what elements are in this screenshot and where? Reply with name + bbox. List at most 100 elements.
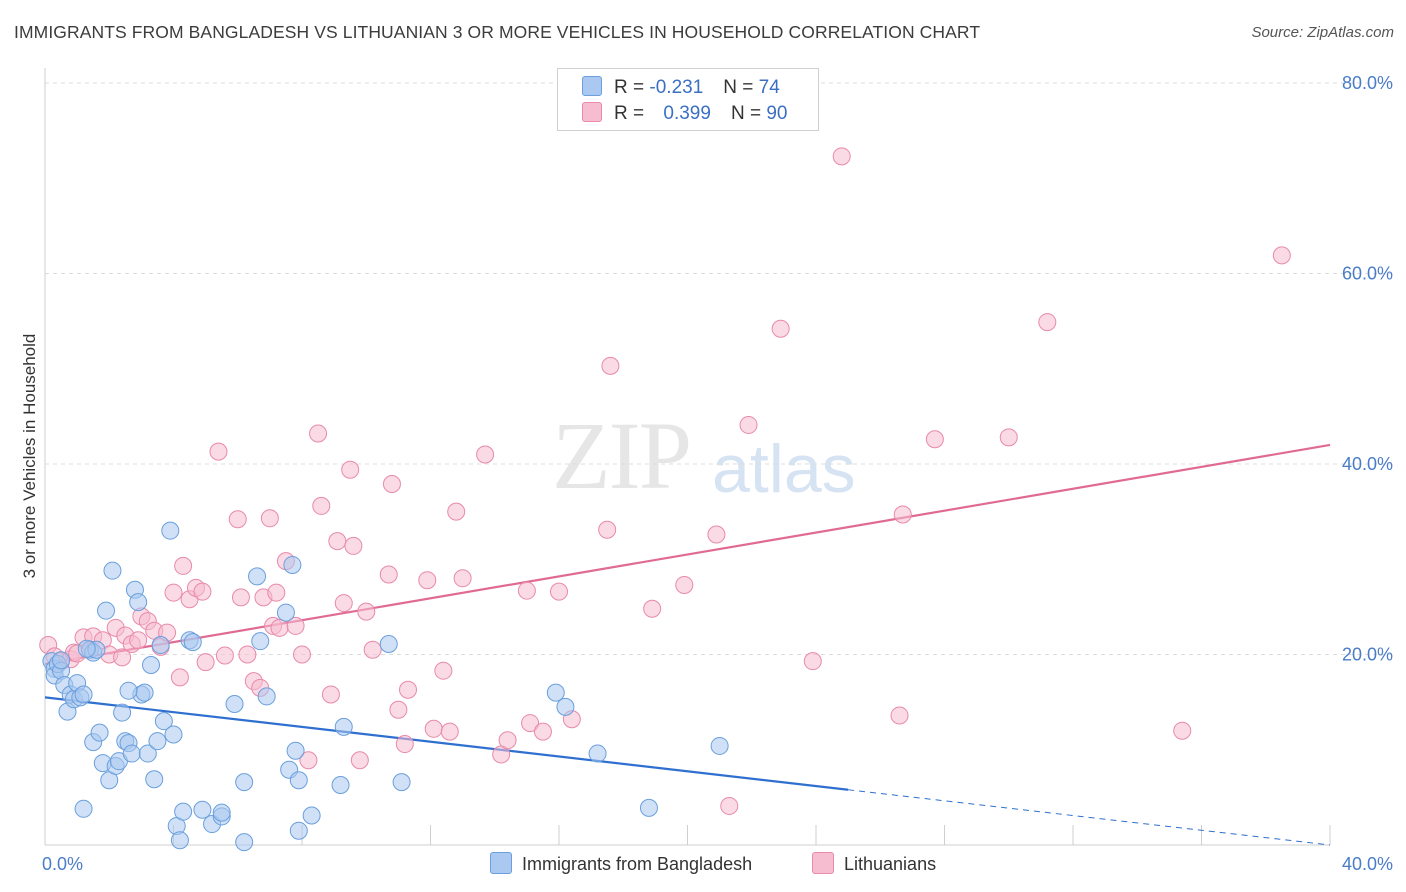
bottom-legend-swatch-pink bbox=[812, 852, 834, 874]
point-lithuanians bbox=[395, 735, 414, 754]
point-lithuanians bbox=[434, 661, 453, 680]
point-bangladesh bbox=[710, 736, 729, 755]
x-tick-label: 0.0% bbox=[42, 854, 83, 874]
point-lithuanians bbox=[643, 599, 662, 618]
point-bangladesh bbox=[283, 555, 302, 574]
point-lithuanians bbox=[228, 510, 247, 529]
point-lithuanians bbox=[925, 430, 944, 449]
point-bangladesh bbox=[138, 744, 157, 763]
point-bangladesh bbox=[77, 639, 96, 658]
point-bangladesh bbox=[183, 633, 202, 652]
axis-labels: 20.0% 40.0% 60.0% 80.0% 0.0% 40.0% 3 or more V… bbox=[20, 73, 1393, 874]
point-lithuanians bbox=[312, 496, 331, 515]
legend-r-value: 0.399 bbox=[663, 103, 711, 124]
point-lithuanians bbox=[803, 652, 822, 671]
point-lithuanians bbox=[707, 525, 726, 544]
point-lithuanians bbox=[999, 428, 1018, 447]
point-bangladesh bbox=[52, 651, 71, 670]
y-tick-label: 20.0% bbox=[1342, 645, 1393, 665]
trend-lines bbox=[44, 443, 1331, 846]
point-bangladesh bbox=[135, 683, 154, 702]
point-lithuanians bbox=[399, 680, 418, 699]
point-lithuanians bbox=[382, 475, 401, 494]
y-tick-label: 80.0% bbox=[1342, 73, 1393, 93]
legend-r-label: R = bbox=[614, 103, 645, 124]
point-lithuanians bbox=[363, 640, 382, 659]
point-lithuanians bbox=[739, 415, 758, 434]
point-lithuanians bbox=[344, 536, 363, 555]
point-bangladesh bbox=[193, 800, 212, 819]
point-bangladesh bbox=[170, 831, 189, 850]
trend-line-bangladesh bbox=[44, 696, 849, 791]
point-lithuanians bbox=[113, 648, 132, 667]
point-lithuanians bbox=[170, 668, 189, 687]
point-lithuanians bbox=[440, 722, 459, 741]
point-lithuanians bbox=[389, 700, 408, 719]
point-lithuanians bbox=[328, 532, 347, 551]
point-lithuanians bbox=[447, 502, 466, 521]
correlation-legend: R = -0.231 N = 74 R = 0.399 N = 90 bbox=[557, 68, 819, 131]
point-bangladesh bbox=[556, 697, 575, 716]
point-lithuanians bbox=[476, 445, 495, 464]
y-tick-label: 60.0% bbox=[1342, 264, 1393, 284]
point-lithuanians bbox=[893, 505, 912, 524]
point-lithuanians bbox=[209, 442, 228, 461]
bottom-legend-label: Immigrants from Bangladesh bbox=[522, 854, 753, 874]
point-lithuanians bbox=[1173, 721, 1192, 740]
point-bangladesh bbox=[334, 717, 353, 736]
point-bangladesh bbox=[145, 770, 164, 789]
point-lithuanians bbox=[174, 556, 193, 575]
point-bangladesh bbox=[286, 741, 305, 760]
point-bangladesh bbox=[248, 567, 267, 586]
y-axis-title: 3 or more Vehicles in Household bbox=[20, 334, 39, 579]
point-bangladesh bbox=[174, 802, 193, 821]
legend-n-value: 74 bbox=[758, 77, 780, 98]
point-lithuanians bbox=[193, 582, 212, 601]
trend-line-bangladesh-extrapolated bbox=[848, 789, 1331, 846]
legend-n-label: N = bbox=[730, 103, 762, 124]
point-lithuanians bbox=[270, 618, 289, 637]
point-bangladesh bbox=[235, 773, 254, 792]
legend-r-value: -0.231 bbox=[649, 77, 704, 98]
point-bangladesh bbox=[122, 744, 141, 763]
watermark-zip: ZIP bbox=[552, 402, 692, 509]
point-lithuanians bbox=[453, 569, 472, 588]
point-bangladesh bbox=[289, 771, 308, 790]
legend-r-label: R = bbox=[614, 77, 645, 98]
point-bangladesh bbox=[257, 687, 276, 706]
watermark-atlas: atlas bbox=[712, 431, 856, 507]
point-bangladesh bbox=[90, 723, 109, 742]
point-lithuanians bbox=[164, 583, 183, 602]
point-bangladesh bbox=[113, 703, 132, 722]
axes bbox=[44, 68, 1331, 846]
point-bangladesh bbox=[142, 655, 161, 674]
point-bangladesh bbox=[119, 681, 138, 700]
point-lithuanians bbox=[771, 319, 790, 338]
point-bangladesh bbox=[74, 685, 93, 704]
chart-source: Source: ZipAtlas.com bbox=[1251, 24, 1394, 41]
point-bangladesh bbox=[148, 732, 167, 751]
point-lithuanians bbox=[196, 653, 215, 672]
bottom-legend-lithuanians: Lithuanians bbox=[812, 852, 936, 875]
point-bangladesh bbox=[129, 593, 148, 612]
point-lithuanians bbox=[598, 520, 617, 539]
point-bangladesh bbox=[225, 695, 244, 714]
point-lithuanians bbox=[238, 645, 257, 664]
chart-title: IMMIGRANTS FROM BANGLADESH VS LITHUANIAN… bbox=[14, 22, 981, 42]
y-tick-label: 40.0% bbox=[1342, 454, 1393, 474]
point-bangladesh bbox=[302, 806, 321, 825]
bottom-legend-label: Lithuanians bbox=[844, 854, 937, 874]
point-lithuanians bbox=[321, 685, 340, 704]
point-lithuanians bbox=[299, 751, 318, 770]
point-bangladesh bbox=[331, 775, 350, 794]
point-bangladesh bbox=[97, 601, 116, 620]
point-lithuanians bbox=[260, 509, 279, 528]
point-lithuanians bbox=[424, 719, 443, 738]
point-lithuanians bbox=[498, 731, 517, 750]
point-lithuanians bbox=[890, 706, 909, 725]
point-lithuanians bbox=[267, 583, 286, 602]
legend-n-label: N = bbox=[723, 77, 754, 98]
bottom-legend-bangladesh: Immigrants from Bangladesh bbox=[490, 852, 752, 875]
point-bangladesh bbox=[74, 799, 93, 818]
point-bangladesh bbox=[546, 683, 565, 702]
